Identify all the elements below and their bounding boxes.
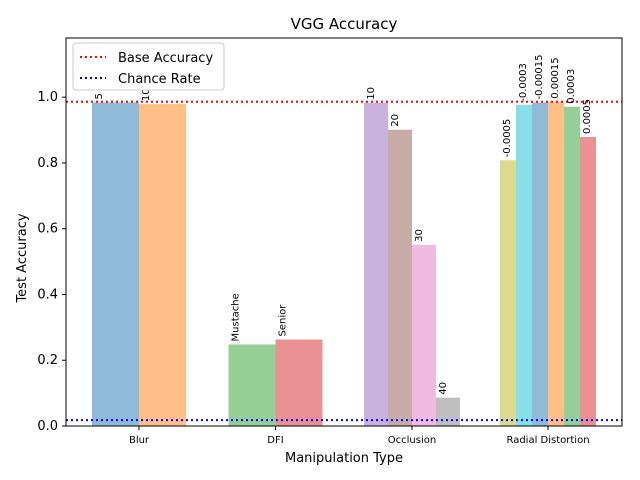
bar [580, 136, 596, 426]
plot-frame [65, 37, 623, 427]
y-tick-label: 1.0 [37, 90, 58, 105]
bar [548, 101, 564, 426]
bar [139, 104, 186, 426]
x-tick-label: Occlusion [388, 435, 436, 446]
y-tick-label: 0.4 [37, 287, 58, 302]
x-tick-label: Blur [129, 435, 150, 446]
bar-value-label: Mustache [231, 293, 242, 341]
axes-layer: 0.0 0.2 0.4 0.6 0.8 1.0 Blur DFI Occlusion Radial… [37, 37, 623, 446]
bar-value-label: 0.0003 [566, 69, 577, 104]
bar-labels-layer: 5 10 Mustache Senior 10 20 30 40 -0.0005 -0.0003-… [94, 54, 593, 394]
bar-value-label: -0.0003 [518, 63, 529, 102]
x-tick-label: DFI [267, 435, 283, 446]
bar-value-label: 5 [94, 93, 105, 99]
bar [228, 344, 276, 426]
bar [92, 102, 139, 426]
y-tick-label: 0.0 [37, 419, 58, 434]
y-axis-label: Test Accuracy [15, 213, 30, 303]
bar-value-label: 0.00015 [550, 57, 561, 98]
legend-label: Chance Rate [118, 72, 201, 87]
bar-value-label: 10 [141, 88, 152, 101]
bar-value-label: -0.00015 [534, 54, 545, 99]
bar [388, 129, 412, 427]
bar [500, 160, 516, 426]
bar [412, 244, 436, 426]
bar-value-label: 0.0005 [582, 99, 593, 134]
bar [275, 339, 323, 426]
bar [436, 397, 460, 426]
bar-value-label: 30 [414, 229, 425, 242]
y-tick-label: 0.2 [37, 353, 58, 368]
bar-value-label: 40 [438, 382, 449, 395]
legend: Base Accuracy Chance Rate [72, 42, 225, 91]
bar [564, 106, 580, 426]
x-axis-label: Manipulation Type [285, 451, 403, 466]
bar [532, 102, 548, 426]
legend-frame [72, 42, 225, 91]
bar-value-label: Senior [278, 304, 289, 337]
bar-value-label: 20 [390, 114, 401, 127]
x-tick-label: Radial Distortion [506, 435, 589, 446]
y-tick-label: 0.8 [37, 156, 58, 171]
bar-value-label: 10 [366, 87, 377, 100]
bar [516, 104, 532, 426]
bar-value-label: -0.0005 [502, 119, 513, 158]
chart-title: VGG Accuracy [291, 15, 398, 33]
bars-layer [92, 101, 596, 427]
bar [364, 102, 388, 426]
legend-label: Base Accuracy [118, 51, 213, 66]
y-tick-label: 0.6 [37, 222, 58, 237]
